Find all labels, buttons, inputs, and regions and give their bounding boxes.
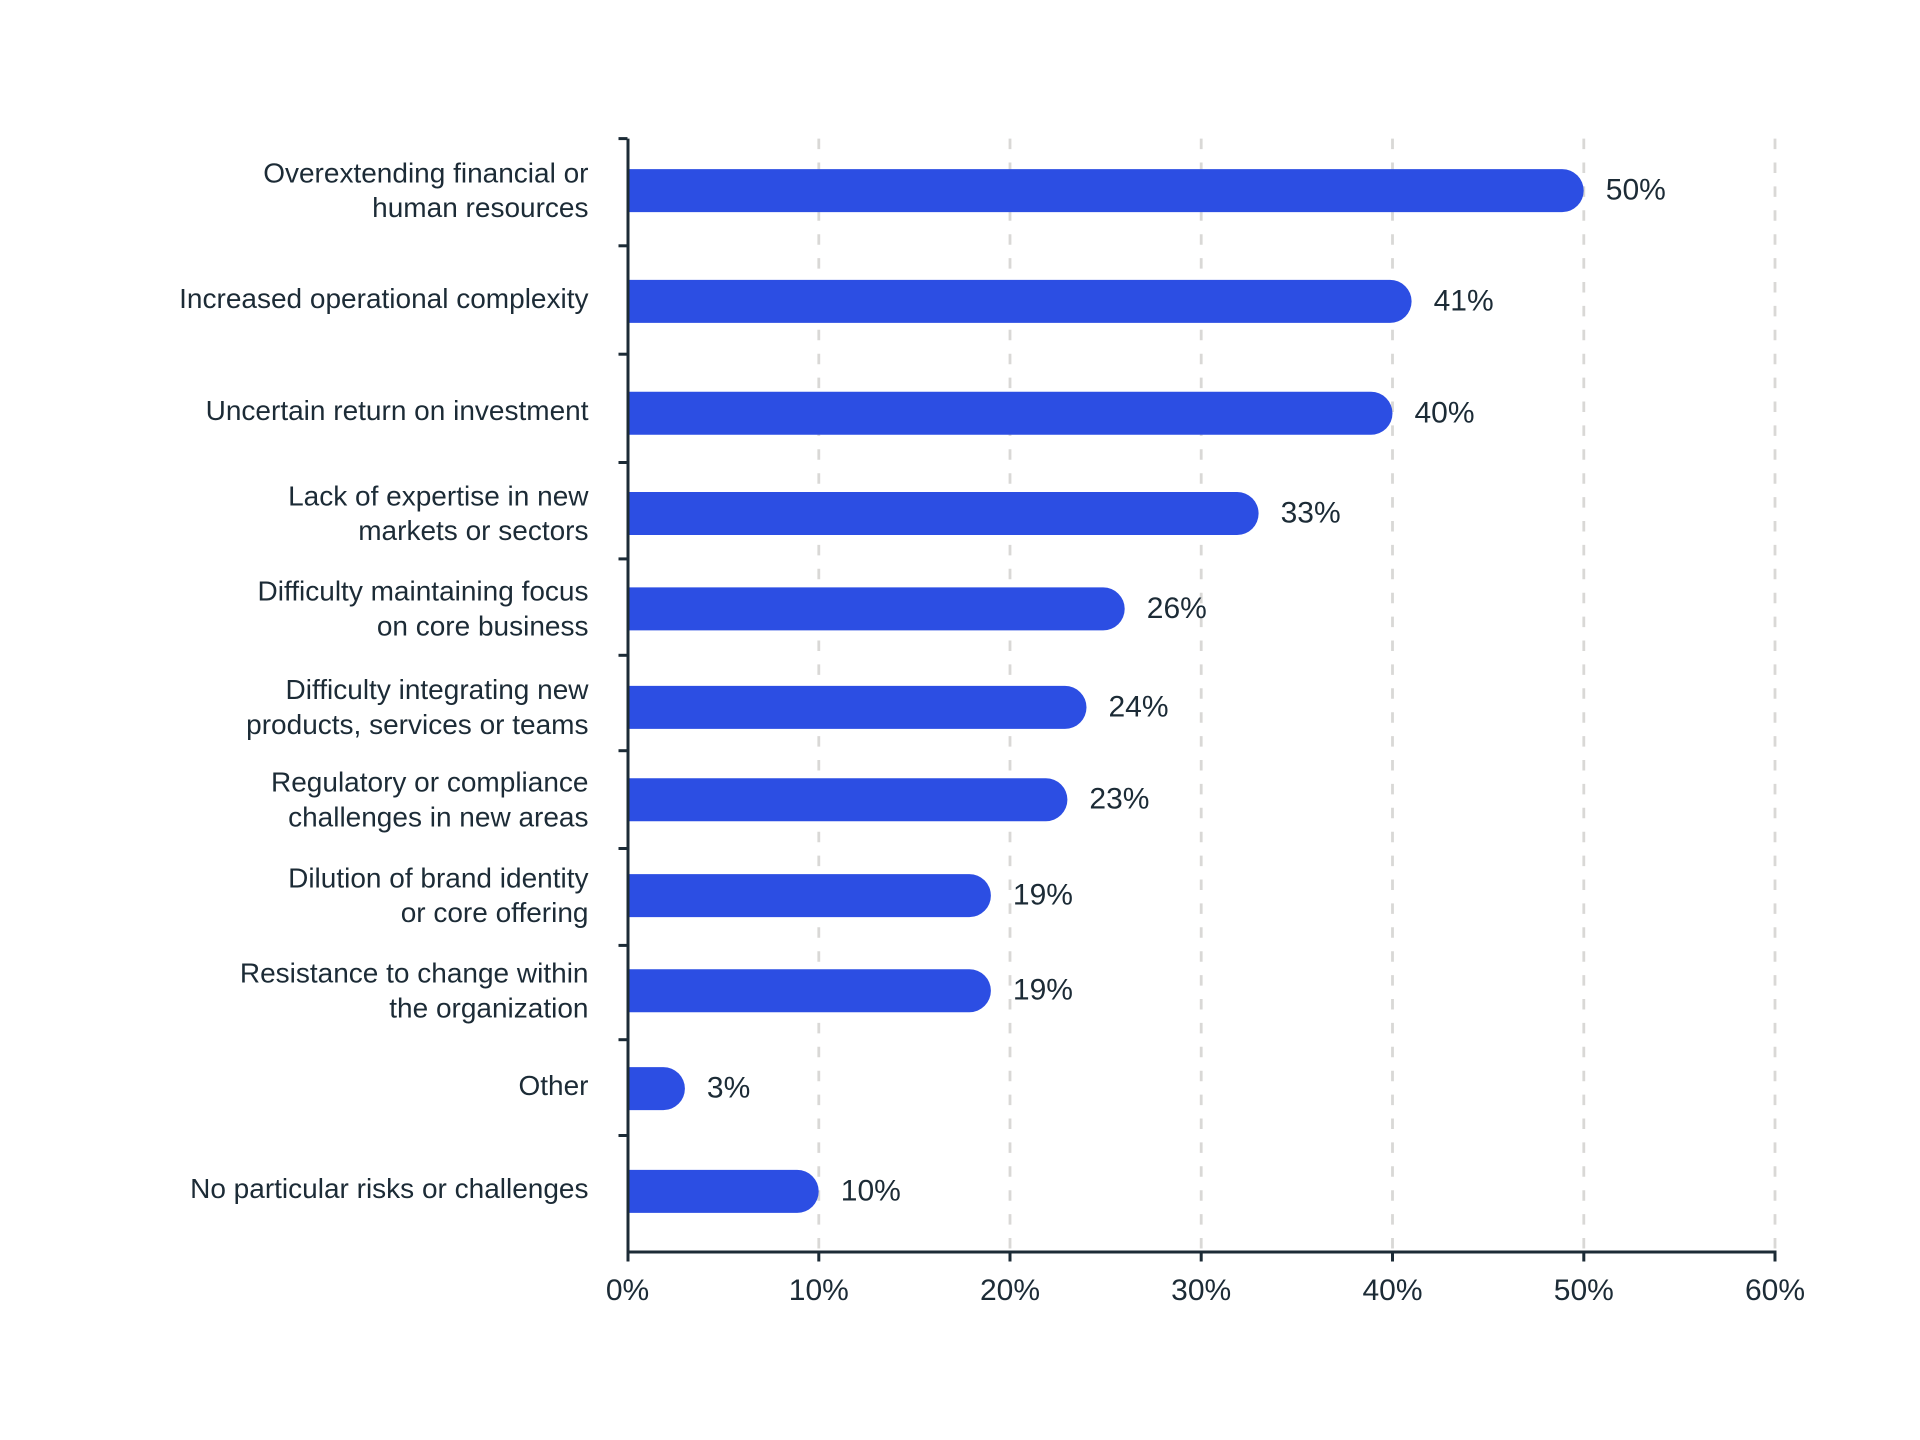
svg-text:the organization: the organization xyxy=(389,992,588,1023)
svg-text:Resistance to change within: Resistance to change within xyxy=(240,958,589,989)
svg-text:19%: 19% xyxy=(1013,974,1073,1007)
svg-text:products, services or teams: products, services or teams xyxy=(246,709,588,740)
svg-text:30%: 30% xyxy=(1171,1274,1231,1307)
svg-text:or core offering: or core offering xyxy=(401,897,589,928)
svg-text:10%: 10% xyxy=(789,1274,849,1307)
svg-text:10%: 10% xyxy=(841,1174,901,1207)
svg-text:human resources: human resources xyxy=(372,192,588,223)
svg-text:19%: 19% xyxy=(1013,879,1073,912)
svg-text:40%: 40% xyxy=(1362,1274,1422,1307)
svg-text:50%: 50% xyxy=(1606,174,1666,207)
svg-text:Difficulty integrating new: Difficulty integrating new xyxy=(286,674,590,705)
svg-text:23%: 23% xyxy=(1089,783,1149,816)
svg-text:No particular risks or challen: No particular risks or challenges xyxy=(190,1173,588,1204)
svg-text:26%: 26% xyxy=(1147,592,1207,625)
svg-text:Lack of expertise in new: Lack of expertise in new xyxy=(288,480,589,511)
svg-text:3%: 3% xyxy=(707,1072,750,1105)
svg-text:Overextending financial or: Overextending financial or xyxy=(263,157,588,188)
svg-text:24%: 24% xyxy=(1109,690,1169,723)
svg-text:20%: 20% xyxy=(980,1274,1040,1307)
svg-text:33%: 33% xyxy=(1281,497,1341,530)
svg-text:Increased operational complexi: Increased operational complexity xyxy=(179,283,588,314)
svg-text:Dilution of brand identity: Dilution of brand identity xyxy=(288,862,588,893)
svg-text:Other: Other xyxy=(518,1070,588,1101)
svg-text:on core business: on core business xyxy=(377,611,589,642)
svg-text:challenges in new areas: challenges in new areas xyxy=(288,801,588,832)
svg-text:Difficulty maintaining focus: Difficulty maintaining focus xyxy=(258,576,589,607)
svg-text:0%: 0% xyxy=(606,1274,649,1307)
svg-text:Uncertain return on investment: Uncertain return on investment xyxy=(206,395,589,426)
svg-text:60%: 60% xyxy=(1745,1274,1805,1307)
svg-text:markets or sectors: markets or sectors xyxy=(358,515,588,546)
svg-text:40%: 40% xyxy=(1415,396,1475,429)
svg-text:41%: 41% xyxy=(1434,284,1494,317)
svg-text:50%: 50% xyxy=(1554,1274,1614,1307)
svg-text:Regulatory or compliance: Regulatory or compliance xyxy=(271,767,589,798)
